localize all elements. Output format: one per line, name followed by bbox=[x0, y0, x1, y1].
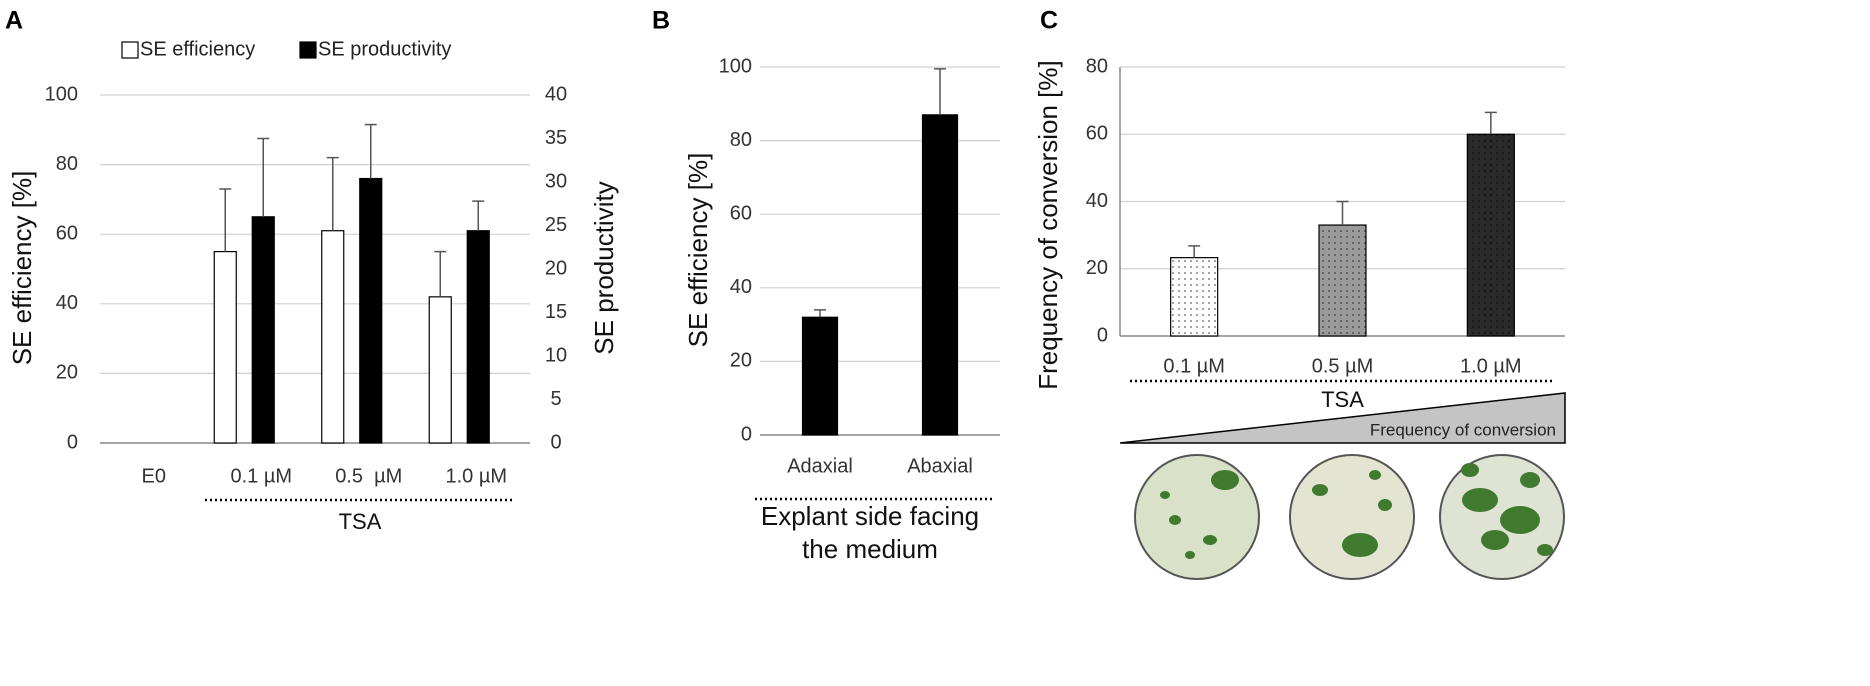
plots: 0 20 40 60 80 100 0 5 10 15 20 25 30 35 40 E0 0.1 µM 0.5 … bbox=[7, 38, 1565, 564]
x-tick-label: 0.1 µM bbox=[230, 465, 292, 487]
bar bbox=[213, 251, 237, 444]
x-tick-label: 0.5 µM bbox=[335, 465, 402, 487]
bar bbox=[251, 216, 275, 444]
group-label: TSA bbox=[1321, 387, 1364, 412]
gradient-triangle bbox=[1119, 392, 1566, 444]
y-tick-label: 40 bbox=[730, 276, 752, 298]
bar bbox=[359, 177, 383, 444]
y2-tick-label: 0 bbox=[550, 431, 561, 453]
plantlets bbox=[1160, 463, 1553, 559]
panel-label: A bbox=[5, 7, 23, 35]
y-tick-label: 80 bbox=[56, 153, 78, 175]
y2-tick-label: 40 bbox=[545, 83, 567, 105]
triangle-label: Frequency of conversion bbox=[1370, 420, 1556, 439]
y-tick-label: 0 bbox=[67, 431, 78, 453]
y-tick-label: 20 bbox=[56, 362, 78, 384]
y-tick-label: 60 bbox=[730, 202, 752, 224]
legend-label: SE productivity bbox=[318, 38, 451, 60]
bar bbox=[428, 296, 452, 444]
y-tick-label: 60 bbox=[1086, 123, 1108, 145]
bar-texture bbox=[1467, 134, 1515, 336]
bar-texture bbox=[1319, 225, 1366, 336]
group-label: TSA bbox=[339, 509, 382, 534]
x-axis-title-box: Explant side facing the medium bbox=[760, 501, 980, 564]
y-axis-title: SE efficiency [%] bbox=[7, 171, 37, 366]
x-tick-label: Abaxial bbox=[907, 455, 973, 477]
x-axis-title: Explant side facing the medium bbox=[760, 501, 980, 564]
x-tick-label: 0.5 µM bbox=[1312, 355, 1374, 377]
y2-tick-label: 5 bbox=[550, 388, 561, 410]
dish bbox=[1289, 454, 1415, 580]
x-tick-label: 1.0 µM bbox=[445, 465, 507, 487]
bar bbox=[321, 230, 345, 444]
x-tick-label: 1.0 µM bbox=[1460, 355, 1522, 377]
y2-tick-label: 25 bbox=[545, 214, 567, 236]
y-tick-label: 80 bbox=[730, 129, 752, 151]
panel-label: B bbox=[652, 7, 670, 35]
y2-tick-label: 20 bbox=[545, 257, 567, 279]
petri-dishes bbox=[1134, 454, 1565, 580]
y-tick-label: 100 bbox=[45, 83, 78, 105]
y-tick-label: 100 bbox=[719, 55, 752, 77]
bar bbox=[921, 114, 959, 436]
y-axis-title: SE efficiency [%] bbox=[683, 153, 713, 348]
y-tick-label: 0 bbox=[741, 423, 752, 445]
y2-tick-label: 35 bbox=[545, 127, 567, 149]
y-tick-label: 20 bbox=[1086, 257, 1108, 279]
y-tick-label: 20 bbox=[730, 350, 752, 372]
y-tick-label: 60 bbox=[56, 222, 78, 244]
x-tick-label: E0 bbox=[142, 465, 166, 487]
x-tick-label: Adaxial bbox=[787, 455, 853, 477]
y2-tick-label: 15 bbox=[545, 301, 567, 323]
legend-swatch bbox=[121, 41, 139, 59]
bar-texture bbox=[1170, 257, 1218, 336]
y2-axis-title: SE productivity bbox=[589, 181, 619, 354]
y2-tick-label: 10 bbox=[545, 344, 567, 366]
y-tick-label: 40 bbox=[56, 292, 78, 314]
y-axis-title: Frequency of conversion [%] bbox=[1033, 60, 1063, 390]
dish bbox=[1134, 454, 1260, 580]
bar bbox=[801, 316, 839, 436]
legend-label: SE efficiency bbox=[140, 38, 255, 60]
panel-label: C bbox=[1040, 7, 1058, 35]
y-tick-label: 0 bbox=[1097, 324, 1108, 346]
legend-swatch bbox=[299, 41, 317, 59]
bar bbox=[466, 230, 490, 444]
y-tick-label: 80 bbox=[1086, 55, 1108, 77]
y2-tick-label: 30 bbox=[545, 170, 567, 192]
x-tick-label: 0.1 µM bbox=[1163, 355, 1225, 377]
y-tick-label: 40 bbox=[1086, 190, 1108, 212]
